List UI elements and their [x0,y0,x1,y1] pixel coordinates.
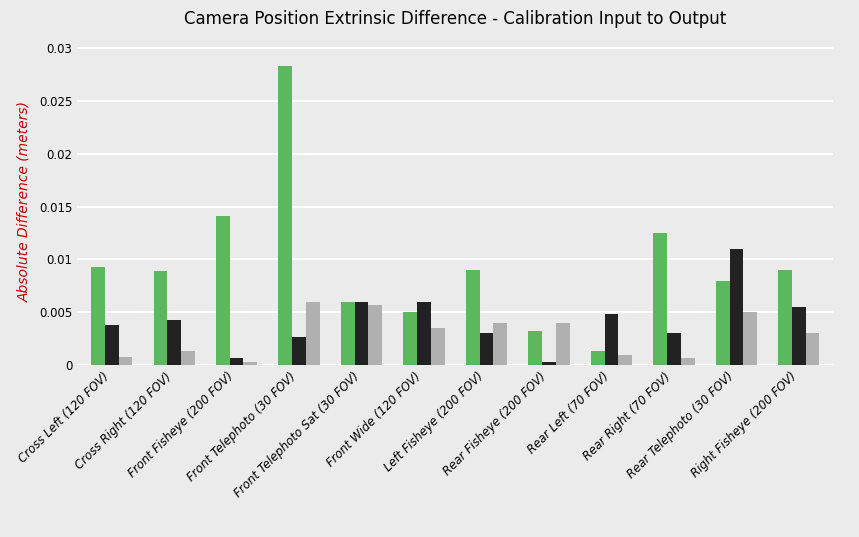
Bar [341,302,355,365]
Bar [493,323,507,365]
Bar [778,270,792,365]
Bar [355,302,369,365]
Bar [154,271,168,365]
Bar [667,333,681,365]
Bar [556,323,570,365]
Bar [605,315,618,365]
Bar [417,302,431,365]
Bar [369,305,382,365]
Bar [431,328,445,365]
Bar [792,307,806,365]
Title: Camera Position Extrinsic Difference - Calibration Input to Output: Camera Position Extrinsic Difference - C… [184,10,727,28]
Bar [528,331,542,365]
Bar [216,216,229,365]
Bar [806,333,819,365]
Bar [618,354,632,365]
Bar [292,337,306,365]
Bar [278,66,292,365]
Bar [91,267,105,365]
Bar [229,358,243,365]
Y-axis label: Absolute Difference (meters): Absolute Difference (meters) [16,101,31,302]
Bar [466,270,479,365]
Bar [729,249,743,365]
Bar [404,313,417,365]
Bar [591,351,605,365]
Bar [119,357,132,365]
Bar [306,302,320,365]
Bar [743,313,757,365]
Bar [105,325,119,365]
Bar [654,233,667,365]
Bar [716,281,729,365]
Bar [542,362,556,365]
Bar [681,358,695,365]
Bar [181,351,195,365]
Bar [168,320,181,365]
Bar [243,362,257,365]
Bar [479,333,493,365]
